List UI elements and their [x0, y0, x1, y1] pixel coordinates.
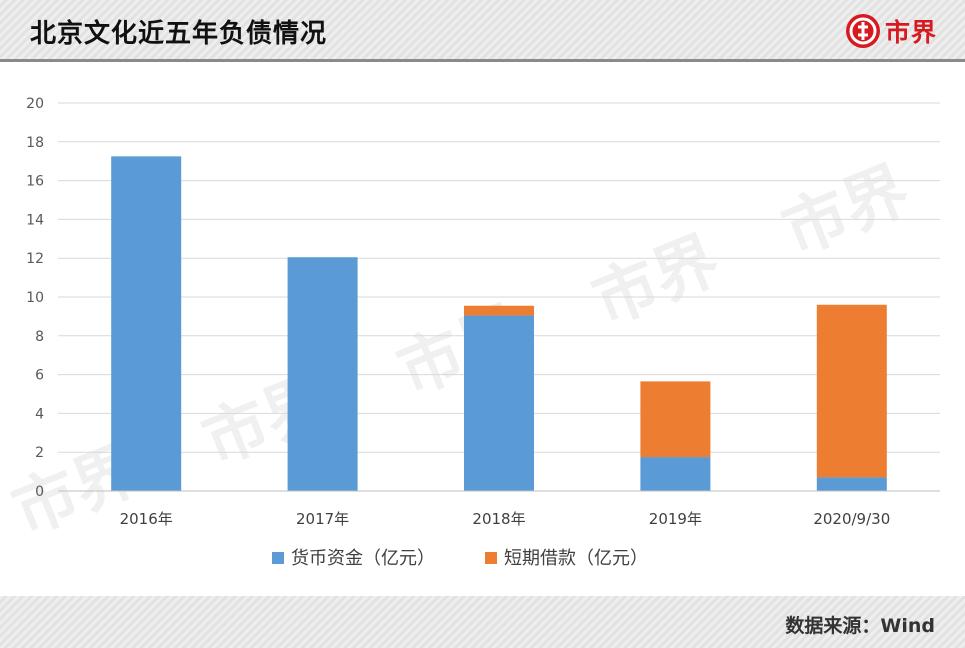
x-tick-label: 2017年	[296, 510, 349, 528]
y-tick-label: 16	[26, 174, 44, 190]
y-tick-label: 4	[35, 406, 44, 422]
bar-cash-4	[816, 477, 887, 491]
brand-logo: 市界	[845, 13, 937, 49]
x-tick-label: 2018年	[472, 510, 525, 528]
x-tick-label: 2016年	[120, 510, 173, 528]
bar-cash-1	[287, 257, 358, 491]
x-tick-label: 2019年	[649, 510, 702, 528]
bar-loans-4	[816, 304, 887, 478]
page-title: 北京文化近五年负债情况	[30, 19, 328, 49]
y-tick-label: 10	[26, 290, 44, 306]
brand-logo-icon	[845, 14, 880, 48]
y-tick-label: 18	[26, 135, 44, 151]
bar-loans-3	[640, 381, 711, 458]
bar-cash-2	[464, 315, 534, 491]
bar-cash-3	[640, 457, 711, 491]
y-tick-label: 14	[26, 212, 44, 228]
bars	[111, 156, 887, 491]
legend-label-loans: 短期借款（亿元）	[504, 548, 648, 569]
bar-loans-2	[464, 305, 534, 316]
y-tick-label: 20	[26, 96, 44, 112]
y-tick-label: 6	[35, 368, 44, 384]
y-axis-ticks: 0 2 4 6 8 10 12 14 16 18 20	[26, 96, 44, 500]
legend: 货币资金（亿元） 短期借款（亿元）	[272, 548, 648, 569]
x-axis-ticks: 2016年 2017年 2018年 2019年 2020/9/30	[120, 510, 891, 528]
brand-name: 市界	[884, 18, 937, 47]
bar-cash-0	[111, 156, 182, 491]
y-tick-label: 2	[35, 445, 44, 461]
y-tick-label: 12	[26, 251, 44, 267]
legend-label-cash: 货币资金（亿元）	[291, 548, 435, 569]
x-tick-label: 2020/9/30	[813, 510, 890, 528]
data-source: 数据来源：Wind	[785, 615, 935, 637]
legend-swatch-cash	[272, 552, 284, 564]
header-bar: 北京文化近五年负债情况 市界	[0, 0, 965, 62]
y-tick-label: 0	[35, 484, 44, 500]
footer-bar: 数据来源：Wind	[0, 596, 965, 648]
legend-swatch-loans	[485, 552, 497, 564]
y-tick-label: 8	[35, 329, 44, 345]
